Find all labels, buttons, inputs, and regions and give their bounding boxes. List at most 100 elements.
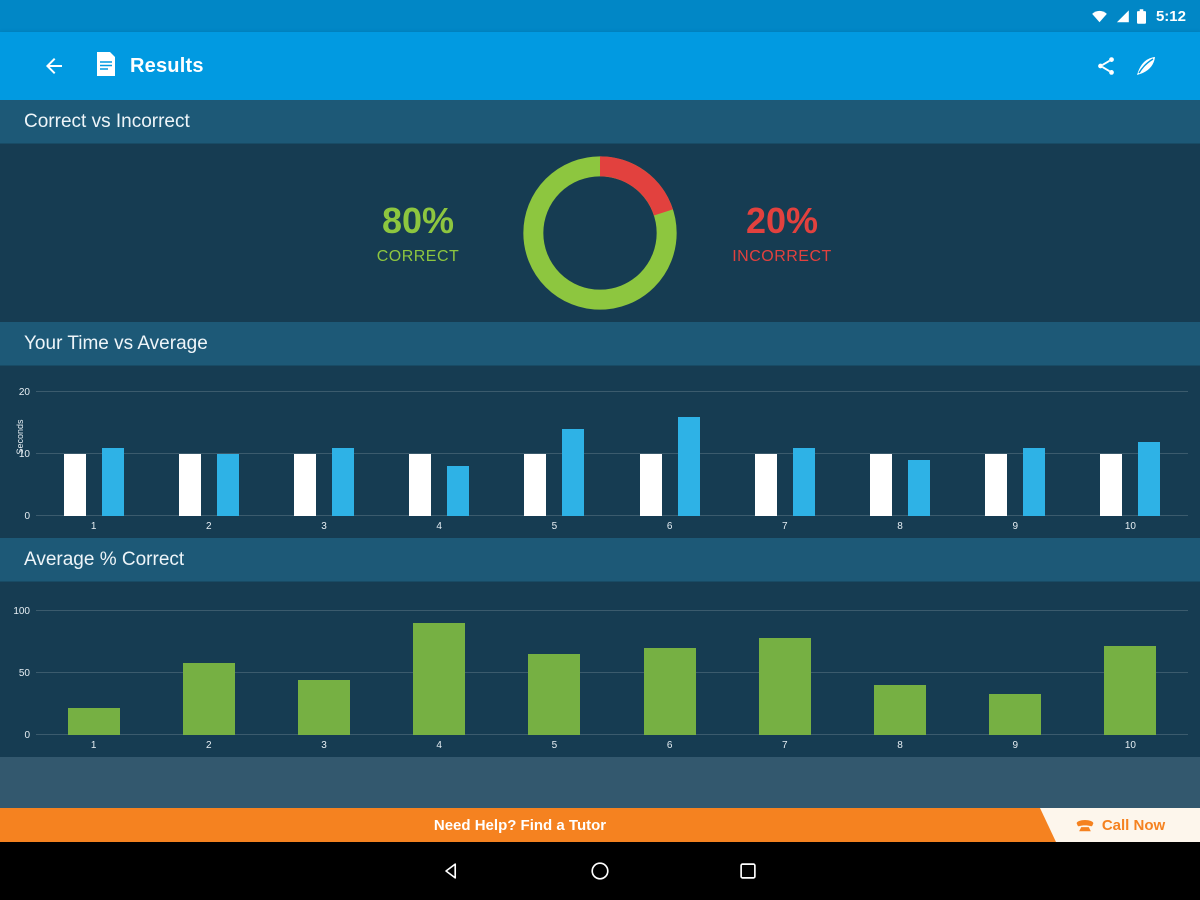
bar-group-q3: 3: [266, 392, 381, 532]
your-time-bar: [754, 454, 777, 516]
average-correct-bar: [758, 638, 811, 735]
x-tick-label: 9: [1012, 740, 1018, 751]
x-tick-label: 3: [321, 740, 327, 751]
section-title: Average % Correct: [24, 548, 185, 570]
x-tick-label: 8: [897, 521, 903, 532]
x-tick-label: 5: [551, 740, 558, 751]
wifi-icon: [1092, 10, 1107, 23]
your-time-bar: [870, 454, 893, 516]
y-tick-label: 20: [18, 387, 30, 398]
share-button[interactable]: [1086, 46, 1126, 86]
average-bar: [677, 416, 700, 516]
y-tick-label: 0: [24, 511, 30, 522]
find-tutor-button[interactable]: Need Help? Find a Tutor: [0, 808, 1040, 842]
x-tick-label: 10: [1124, 740, 1136, 751]
x-tick-label: 7: [782, 521, 788, 532]
y-axis: 0 50 100: [6, 606, 36, 741]
page-title: Results: [130, 54, 204, 77]
find-tutor-label: Need Help? Find a Tutor: [433, 816, 607, 834]
section-header-correct-vs-incorrect: Correct vs Incorrect: [0, 100, 1200, 144]
bar-group-q5: 5: [497, 392, 612, 532]
gridline: [36, 734, 1188, 735]
y-tick-label: 100: [13, 606, 30, 617]
x-tick-label: 1: [90, 521, 97, 532]
signal-icon: [1116, 10, 1129, 23]
average-correct-bar: [643, 648, 696, 735]
bar-group-q9: 9: [958, 392, 1073, 532]
average-correct-bar: [413, 623, 466, 735]
time-vs-average-chart: Seconds 0 10 20 1 2 3 4 5 6 7 8 9 10: [0, 366, 1200, 538]
bar-group-q4: 4: [382, 611, 497, 751]
bar-group-q1: 1: [36, 611, 151, 751]
bar-group-q2: 2: [151, 392, 266, 532]
section-header-time-vs-average: Your Time vs Average: [0, 322, 1200, 366]
gridline: [36, 515, 1188, 516]
x-tick-label: 1: [90, 740, 97, 751]
donut-incorrect-ring: [523, 156, 677, 310]
results-document-icon: [96, 51, 116, 81]
bar-group-q10: 10: [1073, 392, 1188, 532]
correct-percentage: 80%: [381, 200, 455, 241]
call-now-label: Call Now: [1101, 816, 1166, 834]
bar-group-q8: 8: [842, 611, 957, 751]
y-tick-label: 0: [24, 730, 30, 741]
y-tick-label: 10: [18, 449, 30, 460]
nav-recents-button[interactable]: [737, 860, 759, 882]
plot-area: 1 2 3 4 5 6 7 8 9 10: [36, 610, 1188, 751]
back-button[interactable]: [34, 46, 74, 86]
average-bar: [792, 447, 815, 516]
average-bar: [447, 466, 470, 516]
average-correct-bar: [1104, 645, 1157, 735]
phone-icon: [1076, 820, 1094, 832]
your-time-bar: [639, 454, 662, 516]
bar-group-q7: 7: [727, 611, 842, 751]
content-footer: [0, 757, 1200, 808]
feedback-button[interactable]: [1126, 46, 1166, 86]
incorrect-caption: INCORRECT: [732, 248, 832, 265]
incorrect-percentage: 20%: [745, 200, 819, 241]
x-tick-label: 5: [551, 521, 558, 532]
section-title: Correct vs Incorrect: [24, 110, 190, 132]
average-correct-bar: [989, 694, 1042, 735]
y-tick-label: 50: [18, 668, 30, 679]
nav-back-button[interactable]: [441, 860, 463, 882]
android-nav-bar: [0, 842, 1200, 900]
back-arrow-icon: [46, 58, 62, 74]
correct-caption: CORRECT: [376, 248, 460, 265]
x-tick-label: 2: [206, 740, 212, 751]
x-tick-label: 4: [436, 521, 442, 532]
average-pct-correct-chart: 0 50 100 1 2 3 4 5 6 7 8 9 10: [0, 582, 1200, 757]
average-correct-bar: [874, 685, 927, 735]
y-axis: 0 10 20: [6, 387, 36, 522]
average-bar: [1023, 447, 1046, 516]
your-time-bar: [985, 454, 1008, 516]
app-bar: Results: [0, 32, 1200, 100]
section-title: Your Time vs Average: [24, 332, 208, 354]
x-tick-label: 4: [436, 740, 442, 751]
correct-stat: 80% CORRECT: [358, 200, 478, 266]
status-clock: 5:12: [1155, 7, 1186, 25]
bar-group-q6: 6: [612, 392, 727, 532]
share-icon: [1098, 57, 1114, 75]
call-now-button[interactable]: Call Now: [1040, 808, 1200, 842]
bar-group-q5: 5: [497, 611, 612, 751]
donut-chart: [523, 156, 677, 310]
x-tick-label: 3: [321, 521, 327, 532]
battery-icon: [1136, 8, 1146, 24]
x-tick-label: 2: [206, 521, 212, 532]
bar-group-q8: 8: [842, 392, 957, 532]
average-bar: [908, 460, 931, 516]
average-correct-bar: [182, 663, 235, 735]
your-time-bar: [294, 454, 316, 516]
x-tick-label: 7: [782, 740, 788, 751]
average-bar: [332, 447, 354, 516]
nav-home-button[interactable]: [589, 860, 611, 882]
gridline: [36, 672, 1188, 673]
your-time-bar: [63, 454, 86, 516]
your-time-bar: [1100, 454, 1123, 516]
incorrect-stat: 20% INCORRECT: [722, 200, 842, 266]
average-correct-bar: [298, 680, 350, 735]
bar-group-q7: 7: [727, 392, 842, 532]
gridline: [36, 610, 1188, 611]
